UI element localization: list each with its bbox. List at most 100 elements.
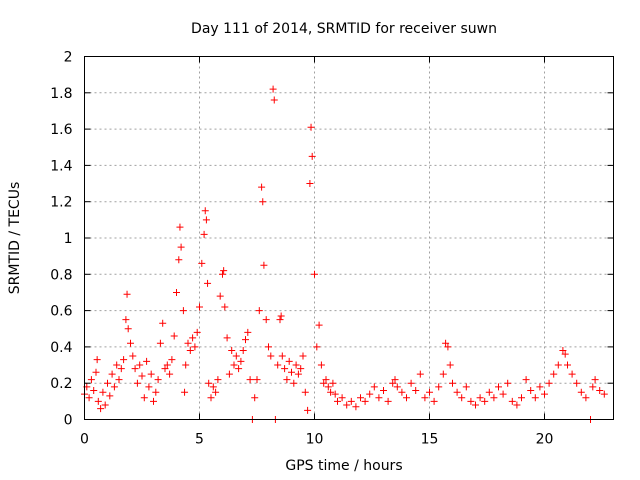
- data-point: [421, 394, 429, 402]
- data-point: [274, 361, 282, 369]
- data-point: [129, 352, 137, 360]
- data-point: [127, 339, 134, 347]
- data-point: [156, 339, 164, 347]
- data-point: [145, 383, 153, 391]
- data-point: [181, 388, 189, 396]
- data-point: [347, 397, 355, 405]
- data-point: [225, 370, 233, 378]
- data-point: [446, 361, 454, 369]
- data-point: [168, 356, 176, 364]
- data-point: [106, 392, 114, 400]
- data-point: [159, 319, 167, 327]
- y-tick-label: 0: [64, 413, 73, 429]
- data-point: [87, 376, 95, 384]
- x-tick-label: 10: [306, 432, 324, 448]
- data-point: [90, 386, 98, 394]
- data-point: [391, 376, 399, 384]
- data-point: [131, 365, 139, 373]
- data-point: [193, 328, 201, 336]
- data-point: [352, 403, 360, 411]
- data-point: [322, 376, 330, 384]
- data-point: [545, 379, 553, 387]
- data-point: [196, 303, 203, 311]
- data-point: [104, 379, 111, 387]
- data-point: [458, 394, 466, 402]
- data-point: [152, 388, 160, 396]
- data-point: [481, 397, 489, 405]
- data-point: [476, 394, 484, 402]
- data-point: [290, 379, 298, 387]
- data-point: [122, 316, 130, 324]
- data-point: [518, 394, 525, 402]
- data-point: [124, 325, 132, 333]
- y-tick-label: 1.4: [50, 158, 72, 174]
- data-point: [589, 383, 597, 391]
- data-point: [338, 394, 346, 402]
- y-tick-label: 0.8: [50, 267, 72, 283]
- data-point: [380, 386, 387, 394]
- data-point: [288, 368, 295, 376]
- data-point: [508, 397, 516, 405]
- y-tick-label: 0.2: [50, 376, 72, 392]
- data-point: [412, 386, 420, 394]
- data-point: [361, 397, 369, 405]
- data-point: [259, 198, 267, 206]
- data-point: [281, 365, 289, 373]
- y-axis-ticks: 0 0.2 0.4 0.6 0.8 1 1.2 1.4 1.6 1.8 2: [50, 50, 614, 429]
- data-point: [308, 152, 316, 160]
- data-point: [230, 361, 238, 369]
- data-point: [313, 343, 321, 351]
- data-point: [182, 361, 190, 369]
- data-point: [304, 406, 312, 414]
- data-point: [212, 388, 220, 396]
- x-tick-label: 0: [80, 432, 89, 448]
- data-point: [403, 394, 410, 402]
- data-point: [270, 96, 278, 104]
- data-point: [357, 394, 364, 402]
- data-point: [163, 361, 171, 369]
- y-tick-label: 1.6: [50, 122, 72, 138]
- data-point: [223, 334, 231, 342]
- data-point: [173, 288, 180, 296]
- data-point: [449, 379, 456, 387]
- data-point: [260, 261, 268, 269]
- data-point: [320, 379, 328, 387]
- data-point: [462, 383, 470, 391]
- data-point: [527, 386, 535, 394]
- data-point: [175, 256, 183, 264]
- data-point: [375, 394, 383, 402]
- data-point: [219, 270, 226, 278]
- data-point: [133, 379, 141, 387]
- data-point: [216, 292, 224, 300]
- data-point: [564, 361, 571, 369]
- data-point: [232, 352, 240, 360]
- y-tick-label: 1.8: [50, 86, 72, 102]
- data-point: [269, 85, 277, 93]
- data-point: [262, 316, 270, 324]
- data-point: [94, 397, 102, 405]
- data-point: [490, 394, 498, 402]
- data-point: [324, 383, 332, 391]
- data-point: [467, 397, 475, 405]
- data-point: [577, 388, 585, 396]
- data-point: [202, 216, 210, 224]
- data-point: [331, 390, 339, 398]
- data-point: [92, 368, 100, 376]
- data-point: [228, 347, 236, 355]
- data-point: [220, 267, 228, 275]
- data-point: [442, 339, 450, 347]
- data-point: [315, 321, 323, 329]
- data-point: [283, 376, 291, 384]
- data-point: [237, 357, 245, 365]
- data-point: [278, 352, 286, 360]
- data-point: [147, 370, 155, 378]
- x-tick-label: 5: [195, 432, 204, 448]
- y-tick-label: 0.6: [50, 304, 72, 320]
- data-point: [150, 397, 157, 405]
- data-point: [242, 336, 249, 344]
- data-point: [143, 357, 151, 365]
- data-point: [307, 123, 315, 131]
- y-tick-label: 2: [64, 50, 73, 66]
- data-point: [93, 356, 101, 364]
